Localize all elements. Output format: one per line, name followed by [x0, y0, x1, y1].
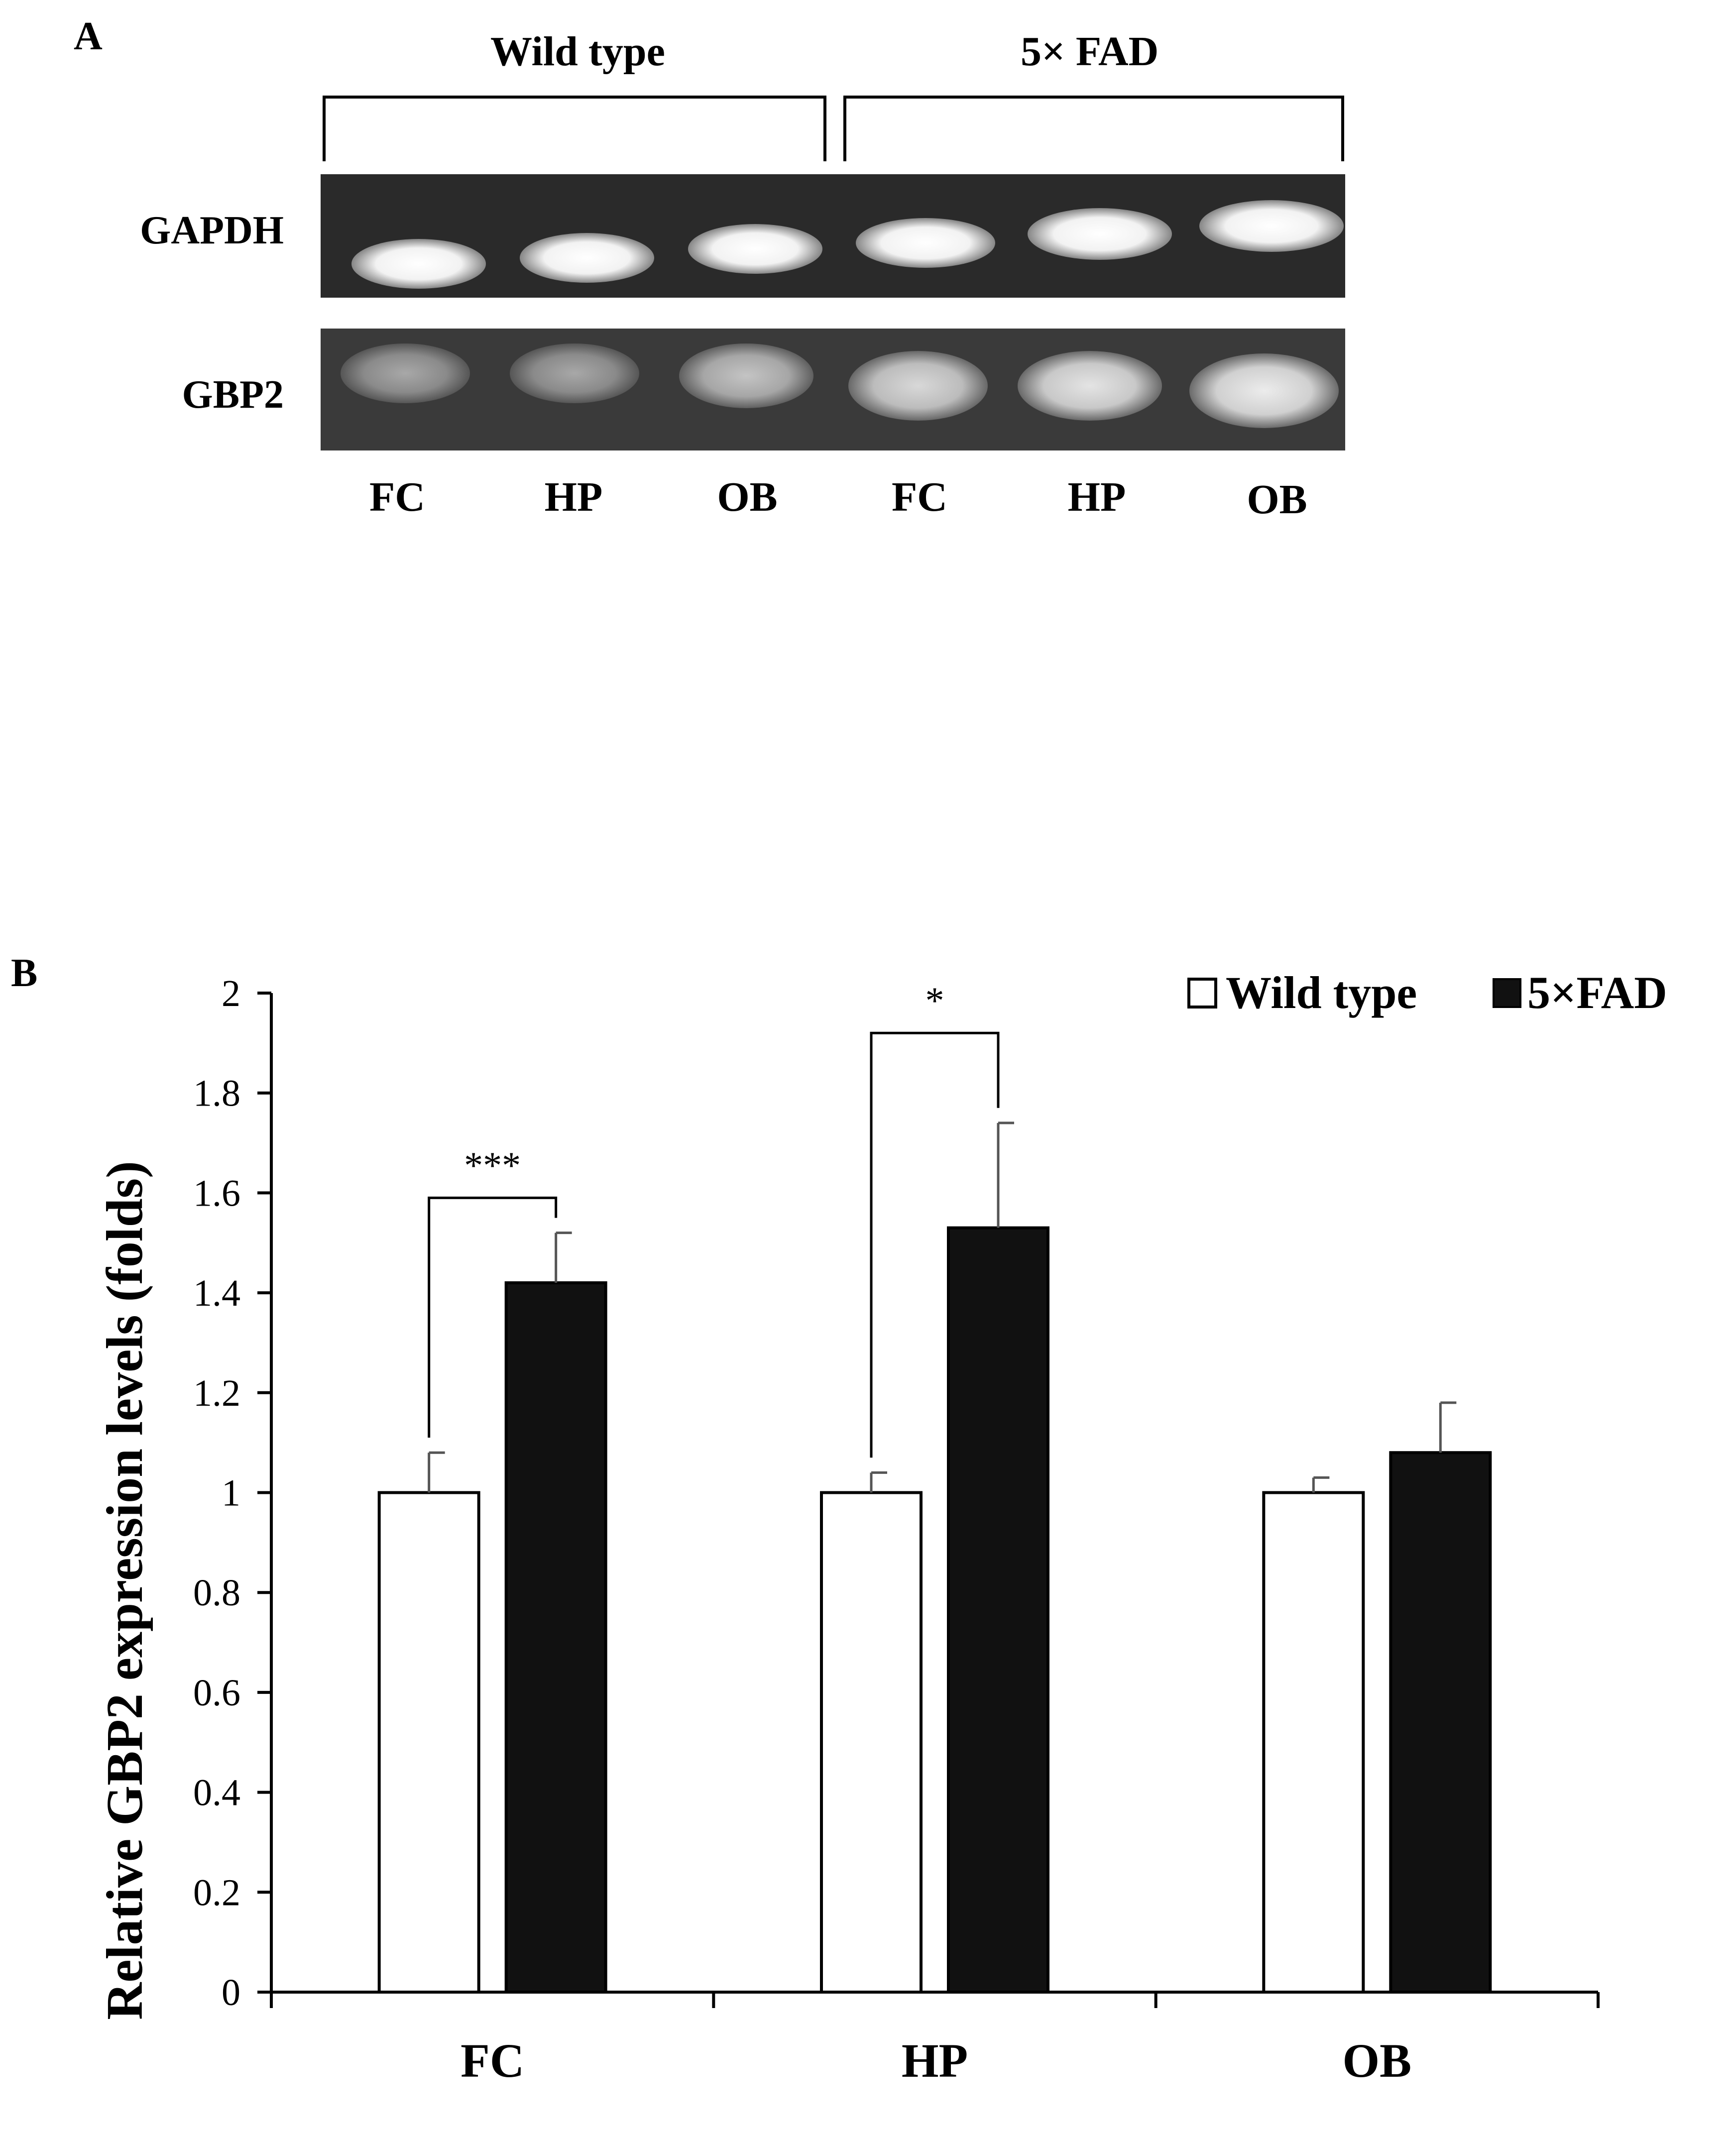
gel-band: [351, 239, 486, 289]
group-label-5xfad: 5× FAD: [1021, 28, 1159, 75]
gel-band: [848, 351, 988, 421]
error-bars: [428, 1122, 1457, 1493]
row-label-gapdh: GAPDH: [140, 209, 284, 252]
gel-band: [679, 343, 813, 408]
y-axis-title: Relative GBP2 expression levels (folds): [96, 1161, 153, 2019]
y-tick-label: 0.4: [193, 1772, 240, 1814]
gel-band: [1028, 208, 1172, 260]
gel-band: [520, 233, 654, 283]
gel-band: [341, 343, 470, 403]
significance-brackets: ****: [428, 980, 1000, 1458]
bracket-wild-type: [323, 96, 826, 161]
gel-band: [510, 343, 639, 403]
panel-a-letter: A: [74, 14, 103, 58]
y-tick-label: 0.2: [193, 1872, 240, 1913]
y-tick-label: 1: [222, 1472, 240, 1514]
group-label-wild-type: Wild type: [490, 28, 665, 75]
bracket-5xfad: [843, 96, 1344, 161]
bar-5xfad-hp: [947, 1226, 1049, 1994]
lane-label: HP: [544, 474, 603, 520]
y-tick-label: 0: [222, 1972, 240, 2014]
axes: 0 0.2 0.4 0.6 0.8 1 1.2 1.4 1.6 1.8 2 FC HP OB: [193, 973, 1600, 2087]
legend-label-5xfad: 5×FAD: [1527, 967, 1667, 1018]
significance-bracket: [870, 1031, 1000, 1458]
bar-wild-type-fc: [377, 1491, 480, 1994]
bar-wild-type-ob: [1262, 1491, 1365, 1994]
y-tick-label: 1.4: [193, 1272, 240, 1314]
gel-band: [1018, 351, 1162, 421]
x-category-label: HP: [902, 2034, 968, 2087]
lane-label: OB: [1247, 476, 1307, 523]
gel-band: [856, 218, 995, 268]
lane-label: FC: [892, 474, 947, 520]
legend-label-wild-type: Wild type: [1226, 967, 1417, 1018]
y-tick-label: 1.8: [193, 1073, 240, 1115]
legend-swatch-wild-type: [1187, 978, 1217, 1009]
row-label-gbp2: GBP2: [182, 373, 284, 417]
panel-b-letter: B: [11, 951, 38, 995]
gel-band: [688, 224, 822, 274]
y-tick-label: 1.6: [193, 1172, 240, 1214]
bar-5xfad-ob: [1389, 1451, 1492, 1994]
bar-wild-type-hp: [820, 1491, 923, 1994]
x-category-label: FC: [461, 2034, 524, 2087]
significance-label: *: [926, 980, 944, 1021]
y-tick-label: 2: [222, 973, 240, 1014]
lane-label: FC: [369, 474, 425, 520]
lane-label: OB: [717, 474, 778, 520]
gel-band: [1199, 200, 1344, 252]
y-tick-label: 0.8: [193, 1572, 240, 1614]
gel-band: [1189, 353, 1339, 428]
legend-swatch-5xfad: [1493, 978, 1521, 1008]
y-tick-label: 0.6: [193, 1672, 240, 1714]
significance-bracket: [428, 1196, 558, 1438]
legend: Wild type 5×FAD: [1187, 967, 1667, 1018]
lane-label: HP: [1067, 474, 1126, 520]
significance-label: ***: [464, 1144, 521, 1186]
bars: [377, 1226, 1492, 1994]
gel-gapdh: [321, 174, 1345, 298]
x-category-label: OB: [1342, 2034, 1411, 2087]
gel-gbp2: [321, 329, 1345, 450]
bar-5xfad-fc: [504, 1281, 607, 1994]
y-tick-label: 1.2: [193, 1372, 240, 1414]
